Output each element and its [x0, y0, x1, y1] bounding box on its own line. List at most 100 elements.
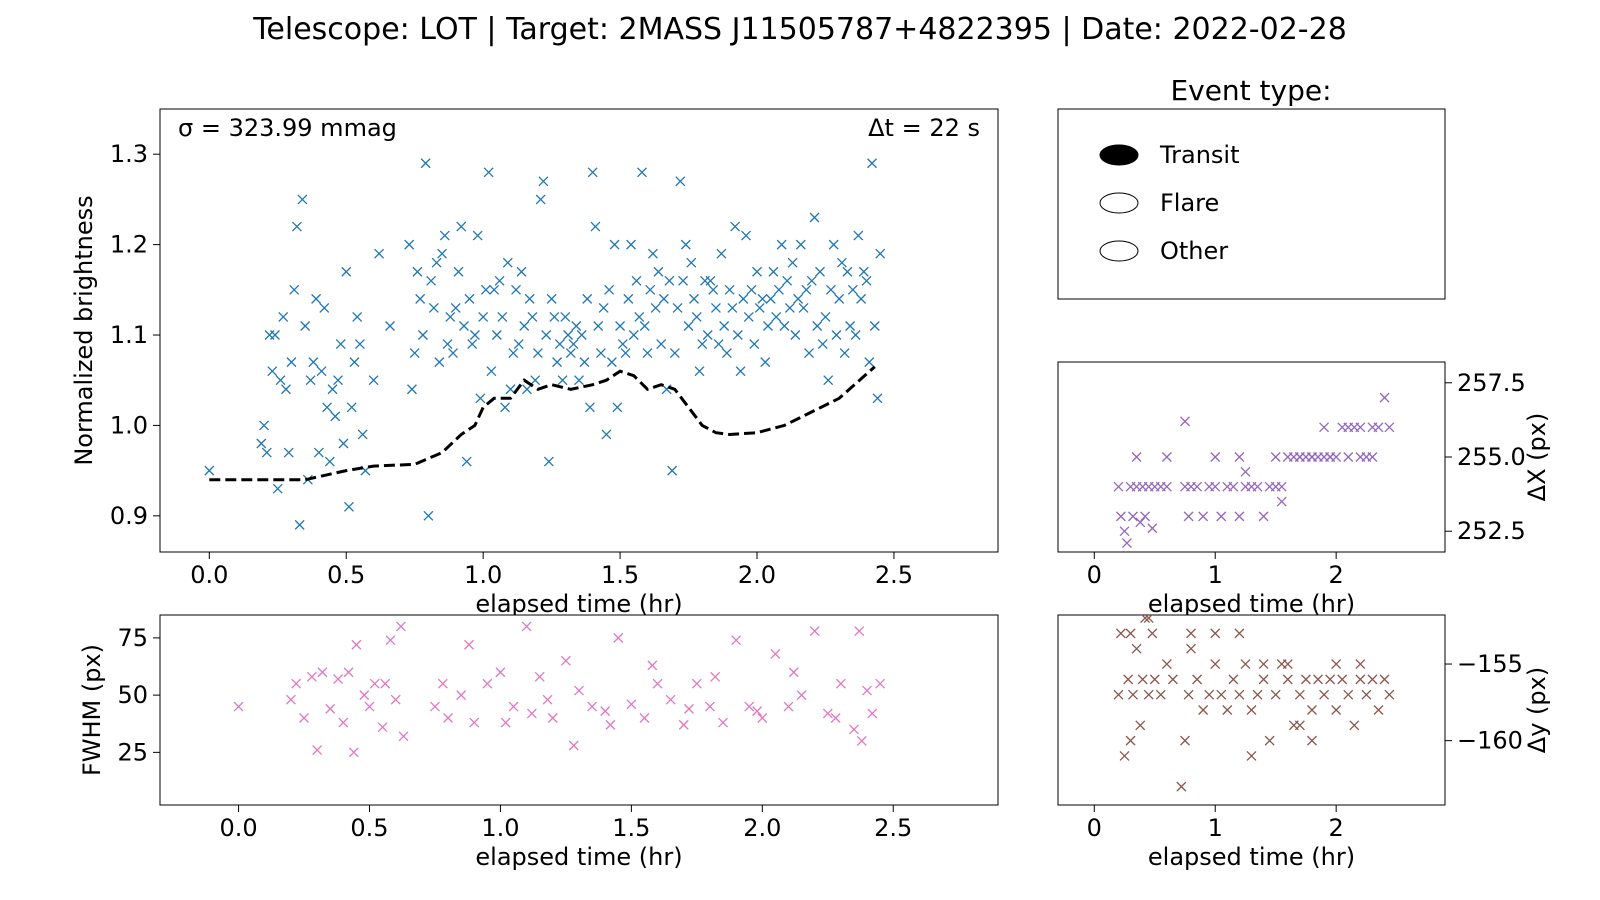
- dx-point: [1355, 422, 1366, 433]
- lightcurve-point: [406, 384, 417, 395]
- dy-point: [1128, 689, 1138, 700]
- fwhm-point: [390, 694, 401, 705]
- dx-point: [1258, 511, 1269, 522]
- lightcurve-point: [311, 293, 322, 304]
- lightcurve-point: [281, 384, 291, 395]
- fwhm-point: [534, 671, 545, 682]
- fwhm-xtick-label: 0.5: [350, 814, 388, 842]
- legend-marker-other: [1099, 240, 1139, 262]
- lightcurve-point: [828, 239, 839, 250]
- fwhm-point: [464, 639, 474, 650]
- fwhm-point: [338, 717, 349, 728]
- lightcurve-point: [404, 239, 415, 250]
- lightcurve-trend-line: [209, 365, 876, 482]
- dy-point: [1234, 689, 1245, 700]
- lightcurve-point: [557, 375, 568, 386]
- fwhm-point: [783, 701, 794, 712]
- lightcurve-point: [330, 411, 341, 422]
- lightcurve-point: [565, 348, 576, 359]
- dx-point: [1161, 481, 1172, 492]
- lightcurve-ytick-label: 1.3: [110, 140, 148, 168]
- lightcurve-point: [530, 375, 541, 386]
- dy-xtick-label: 2: [1329, 814, 1344, 842]
- lightcurve-point: [650, 302, 661, 313]
- dy-point: [1246, 751, 1257, 761]
- lightcurve-point: [853, 230, 864, 241]
- lightcurve-axes-frame: [159, 108, 999, 553]
- lightcurve-point: [809, 212, 820, 223]
- dy-point: [1270, 689, 1281, 700]
- fwhm-xtick-label: 2.0: [743, 814, 781, 842]
- dy-point: [1282, 674, 1293, 685]
- lightcurve-point: [516, 266, 527, 277]
- dy-point: [1155, 689, 1166, 700]
- lightcurve-point: [743, 311, 754, 322]
- fwhm-point: [495, 667, 506, 678]
- dx-point: [1113, 481, 1124, 492]
- lightcurve-point: [601, 429, 612, 440]
- fwhm-point: [482, 678, 493, 689]
- lightcurve-point: [297, 194, 308, 205]
- lightcurve-point: [806, 275, 817, 286]
- fwhm-ytick-label: 50: [117, 681, 148, 709]
- lightcurve-point: [513, 339, 524, 350]
- dy-point: [1222, 705, 1233, 715]
- lightcurve-point: [795, 239, 806, 250]
- lightcurve-point: [639, 321, 650, 331]
- lightcurve-point: [686, 257, 697, 268]
- lightcurve-point: [631, 275, 642, 286]
- fwhm-point: [684, 703, 694, 714]
- dy-point: [1115, 628, 1126, 639]
- lightcurve-point: [831, 330, 842, 340]
- lightcurve-ylabel: Normalized brightness: [70, 195, 98, 465]
- legend-label-other: Other: [1160, 237, 1228, 265]
- lightcurve-point: [658, 293, 669, 304]
- lightcurve-point: [672, 302, 683, 313]
- dy-point: [1252, 689, 1263, 700]
- lightcurve-point: [417, 330, 428, 340]
- dy-point: [1349, 720, 1360, 731]
- dx-point: [1147, 523, 1158, 534]
- lightcurve-point: [798, 302, 809, 313]
- dy-point: [1373, 705, 1384, 715]
- lightcurve-point: [847, 284, 858, 295]
- lightcurve-point: [519, 321, 530, 331]
- dx-point: [1128, 511, 1138, 522]
- fwhm-point: [788, 667, 799, 678]
- lightcurve-point: [445, 311, 456, 322]
- fwhm-point: [351, 639, 362, 650]
- lightcurve-point: [552, 357, 563, 368]
- lightcurve-point: [656, 339, 667, 350]
- dy-ytick-label: −155: [1457, 650, 1523, 678]
- lightcurve-point: [261, 447, 272, 458]
- lightcurve-ytick-label: 1.0: [110, 411, 148, 439]
- lightcurve-point: [754, 302, 765, 313]
- fwhm-point: [757, 713, 768, 723]
- lightcurve-xlabel: elapsed time (hr): [475, 590, 682, 618]
- dy-point: [1176, 781, 1187, 792]
- dx-point: [1367, 452, 1378, 462]
- lightcurve-point: [667, 465, 678, 476]
- fwhm-point: [385, 635, 396, 646]
- lightcurve-point: [842, 266, 853, 277]
- dx-ytick-label: 252.5: [1457, 517, 1526, 545]
- fwhm-point: [285, 694, 296, 705]
- lightcurve-point: [286, 357, 297, 368]
- lightcurve-point: [267, 366, 278, 377]
- lightcurve-point: [259, 420, 270, 431]
- dy-point: [1319, 689, 1330, 700]
- dy-point: [1361, 689, 1372, 700]
- dy-point: [1246, 705, 1257, 715]
- lightcurve-point: [437, 248, 448, 259]
- dx-point: [1161, 452, 1172, 462]
- lightcurve-point: [278, 311, 289, 322]
- legend-marker-flare: [1099, 192, 1139, 214]
- fwhm-point: [456, 690, 467, 701]
- lightcurve-point: [850, 330, 861, 340]
- lightcurve-point: [793, 293, 804, 304]
- dy-point: [1143, 689, 1154, 700]
- lightcurve-point: [595, 348, 606, 359]
- dy-point: [1113, 689, 1124, 700]
- lightcurve-point: [409, 348, 420, 359]
- dx-ytick-label: 257.5: [1457, 369, 1526, 397]
